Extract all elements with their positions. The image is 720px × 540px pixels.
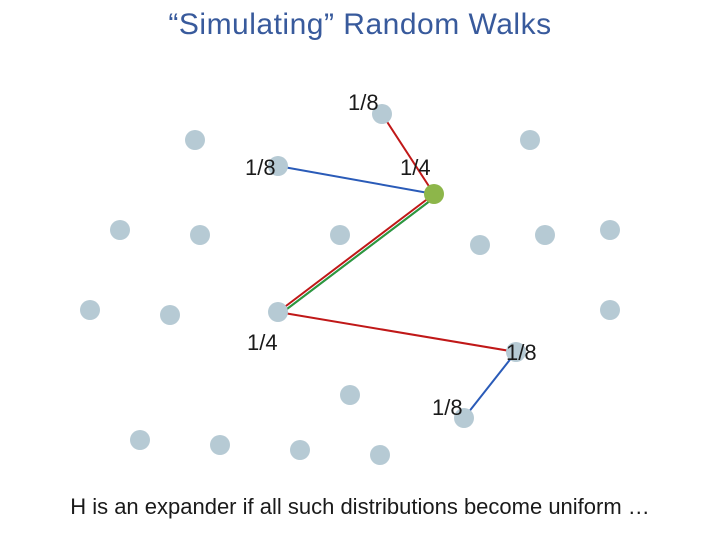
probability-label: 1/8	[506, 340, 537, 366]
graph-node	[210, 435, 230, 455]
graph-node	[160, 305, 180, 325]
graph-node	[110, 220, 130, 240]
graph-node	[470, 235, 490, 255]
probability-label: 1/8	[432, 395, 463, 421]
edge	[278, 312, 516, 352]
probability-label: 1/8	[245, 155, 276, 181]
walk-diagram	[0, 0, 720, 540]
graph-node	[290, 440, 310, 460]
graph-node	[190, 225, 210, 245]
graph-node	[130, 430, 150, 450]
graph-node	[185, 130, 205, 150]
caption: H is an expander if all such distributio…	[0, 494, 720, 520]
graph-node	[520, 130, 540, 150]
graph-node	[535, 225, 555, 245]
graph-node	[424, 184, 444, 204]
edge	[280, 196, 436, 314]
graph-node	[330, 225, 350, 245]
probability-label: 1/4	[247, 330, 278, 356]
graph-node	[600, 220, 620, 240]
edge	[278, 194, 434, 312]
graph-node	[80, 300, 100, 320]
probability-label: 1/8	[348, 90, 379, 116]
graph-node	[340, 385, 360, 405]
graph-node	[370, 445, 390, 465]
edge	[382, 114, 434, 194]
graph-node	[600, 300, 620, 320]
graph-node	[268, 302, 288, 322]
probability-label: 1/4	[400, 155, 431, 181]
